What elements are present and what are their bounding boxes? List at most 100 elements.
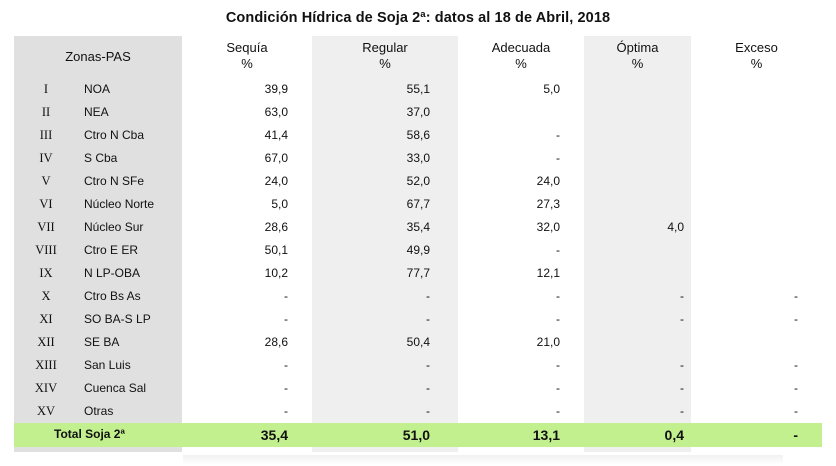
adecuada-value: - [556,128,560,142]
header-optima: Óptima % [584,36,691,80]
sequia-value: - [284,404,288,418]
optima-value: - [680,404,684,418]
zone-name: Ctro Bs As [84,289,141,303]
zone-name: San Luis [84,358,131,372]
header-exceso-unit: % [750,56,763,71]
condicion-hidrica-table: Zonas-PAS Sequía % Regular % Adecuada % … [14,36,822,452]
sequia-value: 50,1 [264,243,288,257]
zone-number: XIV [34,381,58,395]
optima-value: - [680,289,684,303]
zone-number: II [41,105,51,119]
header-sequia: Sequía % [182,36,312,80]
zone-number: VIII [35,243,57,257]
zone-name: Núcleo Norte [84,197,155,211]
table-row: VIII Ctro E ER 50,1 49,9 - [14,239,822,262]
sequia-value: 41,4 [264,128,288,142]
adecuada-value: - [556,289,560,303]
regular-value: 49,9 [406,243,430,257]
zone-name: Ctro N Cba [84,128,145,142]
regular-value: 37,0 [406,105,430,119]
regular-value: 58,6 [406,128,430,142]
table-row: IX N LP-OBA 10,2 77,7 12,1 [14,262,822,285]
zone-number: V [41,174,51,188]
total-optima: 0,4 [664,427,684,443]
header-adecuada-label: Adecuada [491,40,551,55]
optima-value: - [680,381,684,395]
regular-value: 52,0 [406,174,430,188]
adecuada-value: - [556,404,560,418]
total-adecuada: 13,1 [532,427,560,443]
regular-value: 67,7 [406,197,430,211]
total-sequia: 35,4 [260,427,288,443]
exceso-value: - [794,404,798,418]
table-row: XII SE BA 28,6 50,4 21,0 [14,331,822,354]
adecuada-value: 27,3 [536,197,560,211]
header-regular: Regular % [312,36,458,80]
zone-name: SO BA-S LP [84,312,151,326]
adecuada-value: 12,1 [536,266,560,280]
optima-column-bg [584,36,691,452]
zone-name: Cuenca Sal [84,381,147,395]
exceso-value: - [794,289,798,303]
regular-value: - [426,381,430,395]
zone-name: Ctro E ER [84,243,139,257]
total-label: Total Soja 2ª [54,427,125,441]
regular-value: 77,7 [406,266,430,280]
sequia-value: - [284,381,288,395]
adecuada-value: - [556,243,560,257]
zone-number: XV [36,404,56,418]
header-sequia-unit: % [241,56,253,71]
adecuada-value: 24,0 [536,174,560,188]
table-row: X Ctro Bs As - - - - - [14,285,822,308]
table-row: VI Núcleo Norte 5,0 67,7 27,3 [14,193,822,216]
header-regular-label: Regular [362,40,408,55]
zone-name: S Cba [84,151,118,165]
zone-number: XII [37,335,55,349]
table-row: XV Otras - - - - - [14,400,822,423]
table-title: Condición Hídrica de Soja 2ª: datos al 1… [225,10,611,26]
exceso-value: - [794,381,798,395]
header-zonas: Zonas-PAS [65,49,131,64]
zone-number: IV [39,151,53,165]
zone-number: III [39,128,53,142]
exceso-value: - [794,312,798,326]
zone-number: XI [39,312,53,326]
zone-number: I [43,82,49,96]
adecuada-value: - [556,312,560,326]
sequia-value: 67,0 [264,151,288,165]
table-row: XIV Cuenca Sal - - - - - [14,377,822,400]
regular-value: 35,4 [406,220,430,234]
sequia-value: 39,9 [264,82,288,96]
zone-number: VII [37,220,55,234]
sequia-value: - [284,312,288,326]
header-sequia-label: Sequía [226,40,268,55]
sequia-value: 28,6 [264,220,288,234]
total-row: Total Soja 2ª 35,4 51,0 13,1 0,4 - [14,423,822,447]
adecuada-value: 5,0 [543,82,560,96]
zone-number: XIII [35,358,57,372]
header-adecuada-unit: % [515,56,527,71]
table-row: V Ctro N SFe 24,0 52,0 24,0 [14,170,822,193]
table-row: XIII San Luis - - - - - [14,354,822,377]
table-shadow [183,455,783,465]
sequia-value: 63,0 [264,105,288,119]
total-exceso: - [793,427,798,443]
regular-value: - [426,289,430,303]
regular-value: - [426,358,430,372]
adecuada-value: 21,0 [536,335,560,349]
header-adecuada: Adecuada % [458,36,584,80]
sequia-value: 24,0 [264,174,288,188]
regular-value: - [426,404,430,418]
table-row: II NEA 63,0 37,0 [14,101,822,124]
table-row: I NOA 39,9 55,1 5,0 [14,78,822,101]
zonas-column-bg [14,36,182,452]
zone-name: NOA [84,82,111,96]
zone-name: Ctro N SFe [84,174,145,188]
table-row: IV S Cba 67,0 33,0 - [14,147,822,170]
adecuada-value: - [556,381,560,395]
zone-number: VI [39,197,53,211]
table-row: III Ctro N Cba 41,4 58,6 - [14,124,822,147]
zone-name: Núcleo Sur [84,220,144,234]
total-regular: 51,0 [402,427,430,443]
zone-name: NEA [84,105,109,119]
